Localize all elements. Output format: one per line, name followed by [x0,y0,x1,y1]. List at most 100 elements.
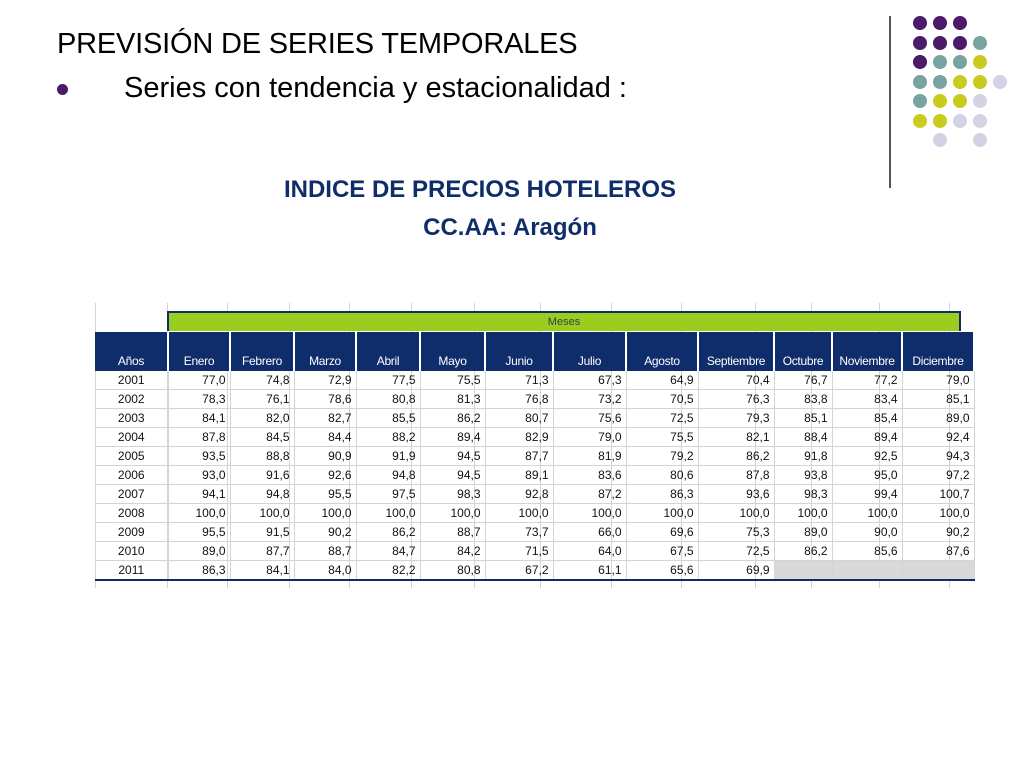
year-cell: 2004 [95,427,169,447]
decorative-dot-icon [933,55,947,69]
value-cell: 87,2 [553,484,627,504]
decorative-dot-icon [953,16,967,30]
value-cell [832,560,903,581]
year-cell: 2010 [95,541,169,561]
table-row: 2011 86,3 84,1 84,0 82,2 80,8 67,2 61,1 65,6 69,9 [95,560,975,581]
value-cell: 91,5 [230,522,295,542]
column-header: Junio [485,332,554,371]
value-cell: 72,5 [698,541,775,561]
value-cell: 79,0 [902,371,975,390]
bullet-dot-icon [57,84,68,95]
spreadsheet-table: Meses Años Enero Febrero Marzo Abril Mayo Juni… [95,303,975,588]
value-cell: 100,0 [230,503,295,523]
value-cell: 76,7 [774,371,833,390]
value-cell: 90,0 [832,522,903,542]
value-cell: 64,0 [553,541,627,561]
table-row: 2001 77,0 74,8 72,9 77,5 75,5 71,3 67,3 64,9 70,4… [95,371,975,390]
slide-title: PREVISIÓN DE SERIES TEMPORALES [57,28,578,60]
decorative-dot-icon [953,35,967,50]
decorative-dot-icon [913,55,927,69]
column-header: Septiembre [698,332,775,371]
value-cell: 92,4 [902,427,975,447]
value-cell: 67,5 [626,541,699,561]
year-cell: 2003 [95,408,169,428]
value-cell: 79,2 [626,446,699,466]
value-cell: 75,5 [420,371,486,390]
decorative-dot-icon [973,74,987,89]
value-cell: 86,2 [356,522,421,542]
decorative-dot-icon [973,133,987,147]
value-cell: 92,6 [294,465,357,485]
value-cell: 98,3 [420,484,486,504]
value-cell: 94,1 [168,484,231,504]
decorative-dot-icon [933,35,947,50]
column-header: Noviembre [832,332,903,371]
decorative-dot-icon [953,94,967,108]
column-header: Octubre [774,332,833,371]
value-cell: 70,5 [626,389,699,409]
value-cell: 85,1 [774,408,833,428]
table-subtitle: CC.AA: Aragón [423,214,597,241]
decorative-dot-icon [933,133,947,147]
value-cell: 77,2 [832,371,903,390]
value-cell: 61,1 [553,560,627,581]
value-cell: 74,8 [230,371,295,390]
decorative-dot-icon [953,113,967,128]
table-row: 2010 89,0 87,7 88,7 84,7 84,2 71,5 64,0 67,5 72,5… [95,541,975,561]
decorative-dot-icon [913,94,927,108]
value-cell: 95,0 [832,465,903,485]
value-cell [774,560,833,581]
year-cell: 2005 [95,446,169,466]
value-cell: 84,2 [420,541,486,561]
value-cell: 81,3 [420,389,486,409]
value-cell: 100,0 [902,503,975,523]
value-cell: 76,8 [485,389,554,409]
table-body: 2001 77,0 74,8 72,9 77,5 75,5 71,3 67,3 64,9 70,4… [95,371,975,581]
value-cell: 76,1 [230,389,295,409]
year-cell: 2008 [95,503,169,523]
value-cell: 67,2 [485,560,554,581]
value-cell: 100,0 [420,503,486,523]
value-cell: 92,8 [485,484,554,504]
value-cell: 85,6 [832,541,903,561]
value-cell: 87,8 [698,465,775,485]
value-cell: 87,6 [902,541,975,561]
table-row: 2005 93,5 88,8 90,9 91,9 94,5 87,7 81,9 79,2 86,2… [95,446,975,466]
decorative-dot-icon [933,74,947,89]
value-cell: 89,0 [902,408,975,428]
value-cell: 100,0 [485,503,554,523]
value-cell: 85,1 [902,389,975,409]
value-cell: 94,8 [356,465,421,485]
value-cell: 69,6 [626,522,699,542]
table-row: 2008 100,0 100,0 100,0 100,0 100,0 100,0 100,0 1… [95,503,975,523]
value-cell: 88,8 [230,446,295,466]
year-cell: 2009 [95,522,169,542]
value-cell [902,560,975,581]
value-cell: 70,4 [698,371,775,390]
value-cell: 78,6 [294,389,357,409]
value-cell: 64,9 [626,371,699,390]
decorative-dot-icon [973,55,987,69]
value-cell: 71,3 [485,371,554,390]
value-cell: 93,0 [168,465,231,485]
value-cell: 89,4 [832,427,903,447]
value-cell: 75,6 [553,408,627,428]
value-cell: 65,6 [626,560,699,581]
year-cell: 2006 [95,465,169,485]
value-cell: 77,5 [356,371,421,390]
value-cell: 98,3 [774,484,833,504]
value-cell: 90,2 [902,522,975,542]
value-cell: 99,4 [832,484,903,504]
value-cell: 85,4 [832,408,903,428]
value-cell: 84,7 [356,541,421,561]
value-cell: 97,5 [356,484,421,504]
value-cell: 87,8 [168,427,231,447]
value-cell: 100,0 [698,503,775,523]
value-cell: 89,0 [168,541,231,561]
year-cell: 2001 [95,371,169,390]
value-cell: 91,9 [356,446,421,466]
column-header: Enero [168,332,231,371]
table-row: 2004 87,8 84,5 84,4 88,2 89,4 82,9 79,0 75,5 82,1… [95,427,975,447]
value-cell: 83,4 [832,389,903,409]
value-cell: 89,4 [420,427,486,447]
